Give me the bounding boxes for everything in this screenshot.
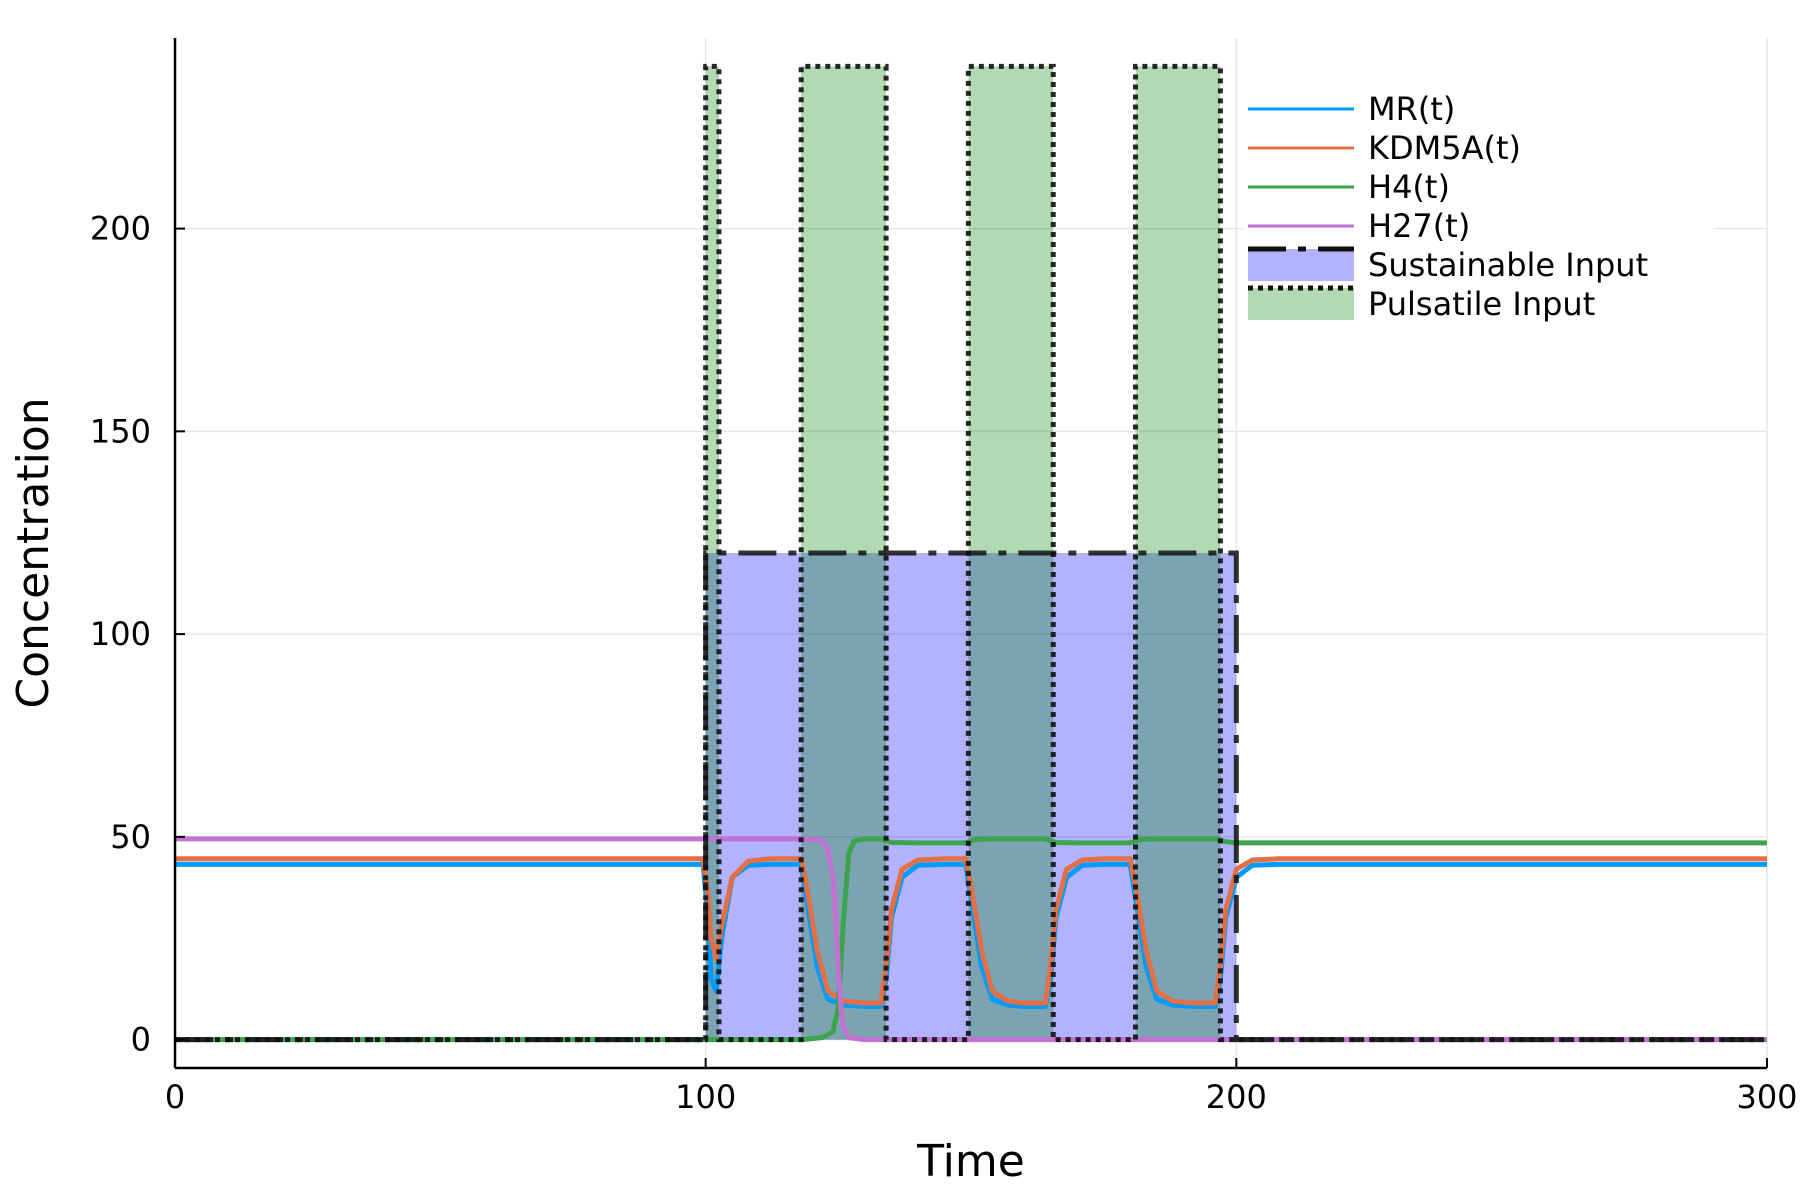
legend-swatch [1248, 249, 1354, 281]
y-tick-label: 0 [131, 1021, 151, 1059]
x-tick-label: 300 [1736, 1078, 1797, 1116]
sustainable-input-fill [175, 553, 1767, 1040]
legend-swatch [1248, 288, 1354, 320]
pulsatile-input-outline [175, 63, 1767, 1043]
axes: 0 100 200 300 0 50 100 150 200 [90, 38, 1798, 1116]
series-line-h4t [175, 836, 1767, 1043]
legend-label: H4(t) [1368, 168, 1450, 206]
y-tick-label: 50 [110, 818, 151, 856]
series-line-kdm5at [175, 856, 1767, 1006]
legend-label: MR(t) [1368, 90, 1455, 128]
legend: MR(t)KDM5A(t)H4(t)H27(t)Sustainable Inpu… [1244, 88, 1714, 334]
x-axis-title: Time [916, 1136, 1025, 1187]
x-tick-label: 100 [675, 1078, 736, 1116]
y-tick-label: 100 [90, 615, 151, 653]
legend-label: Pulsatile Input [1368, 285, 1595, 323]
x-tick-label: 200 [1206, 1078, 1267, 1116]
legend-label: H27(t) [1368, 207, 1470, 245]
y-tick-label: 200 [90, 210, 151, 248]
input-outlines [175, 63, 1767, 1043]
x-tick-label: 0 [165, 1078, 185, 1116]
legend-label: Sustainable Input [1368, 246, 1648, 284]
legend-box [1244, 88, 1714, 334]
y-tick-label: 150 [90, 412, 151, 450]
pulsatile-input-fill [705, 66, 719, 1040]
legend-label: KDM5A(t) [1368, 129, 1521, 167]
series-line-mrt [175, 861, 1767, 1009]
y-axis-title: Concentration [8, 397, 59, 708]
